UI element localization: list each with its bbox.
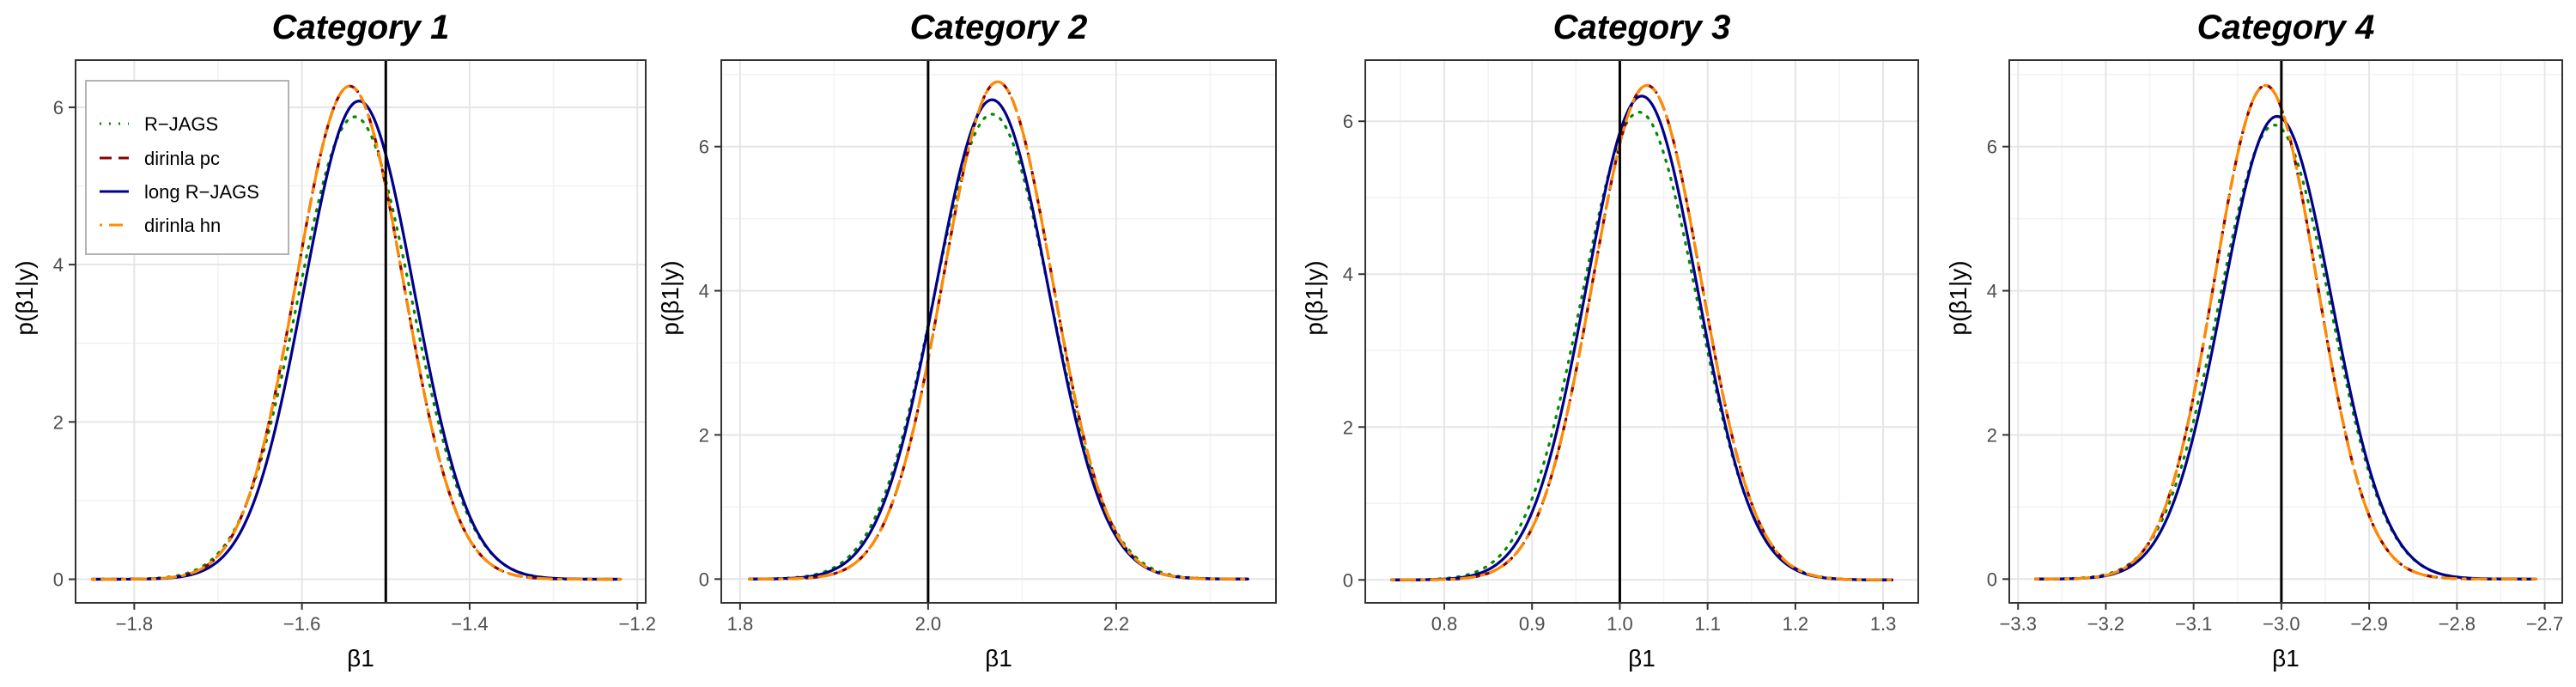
x-tick-label: 1.3 (1870, 613, 1897, 635)
density-curve-dirinla-hn (1390, 83, 1893, 581)
x-tick-label: −1.2 (619, 613, 656, 635)
x-axis-title-2: β1 (985, 645, 1012, 672)
legend: R−JAGS dirinla pc long R−JAGS dirinla hn (85, 80, 289, 255)
x-tick-label: 2.0 (915, 613, 942, 635)
x-axis-title-3: β1 (1628, 645, 1656, 672)
y-tick-label: 4 (53, 254, 64, 276)
y-tick-label: 4 (1343, 264, 1353, 285)
x-tick-label: −3.0 (2263, 613, 2300, 635)
y-axis-title-2: p(β1|y) (657, 260, 683, 335)
y-tick-label: 0 (53, 569, 64, 591)
y-tick-label: 4 (699, 281, 709, 302)
y-axis-title-4: p(β1|y) (1945, 260, 1971, 335)
x-axis-title-1: β1 (347, 645, 374, 672)
x-tick-label: −1.6 (283, 613, 320, 635)
x-tick-label: 1.2 (1783, 613, 1809, 635)
y-tick-label: 2 (1987, 424, 1997, 446)
y-tick-label: 2 (1343, 416, 1353, 438)
x-tick-label: 1.0 (1607, 613, 1633, 635)
panel-title-4: Category 4 (2197, 9, 2375, 46)
panel-border (75, 59, 647, 604)
legend-label-4: dirinla hn (144, 215, 221, 236)
x-tick-label: 1.8 (727, 613, 754, 635)
panel-4: Category 4 −3.3 −3.2 −3.1 −3.0 −2.9 −2.8 −2.7 0… (1945, 9, 2563, 672)
x-tick-label: −2.9 (2350, 613, 2387, 635)
x-tick-label: 1.1 (1694, 613, 1721, 635)
x-tick-label: −3.3 (2000, 613, 2037, 635)
y-tick-label: 0 (1343, 569, 1353, 591)
panel-2: Category 2 1.8 2.0 2.2 0 2 4 6 β1 p(β1|y) (657, 9, 1277, 672)
density-curve-r-jags (748, 112, 1249, 581)
y-tick-label: 0 (1987, 568, 1997, 590)
y-tick-label: 6 (53, 97, 64, 119)
x-tick-label: −3.2 (2087, 613, 2124, 635)
density-curve-dirinla-hn (2034, 83, 2537, 581)
x-tick-label: 2.2 (1103, 613, 1130, 635)
legend-label-3: long R−JAGS (144, 181, 259, 203)
density-curve-dirinla-hn (748, 80, 1249, 581)
x-tick-label: 0.8 (1431, 613, 1458, 635)
legend-label-2: dirinla pc (144, 148, 220, 169)
y-axis-title-1: p(β1|y) (11, 260, 38, 335)
panel-border (720, 59, 1277, 604)
x-tick-label: −3.1 (2175, 613, 2212, 635)
legend-label-1: R−JAGS (144, 113, 218, 135)
density-curve-r-jags (1390, 110, 1893, 581)
plot-area-2: 1.8 2.0 2.2 0 2 4 6 (699, 59, 1277, 635)
panel-title-1: Category 1 (272, 9, 450, 46)
y-tick-label: 6 (1987, 137, 1997, 158)
x-axis-title-4: β1 (2272, 645, 2300, 672)
y-tick-label: 2 (53, 411, 64, 433)
panel-border (2008, 59, 2563, 604)
plot-area-3: 0.8 0.9 1.0 1.1 1.2 1.3 0 2 4 6 (1343, 59, 1919, 635)
legend-item-2: dirinla pc (100, 148, 220, 169)
legend-item-1: R−JAGS (100, 113, 218, 135)
y-tick-label: 6 (699, 137, 709, 158)
y-tick-label: 4 (1987, 281, 1997, 302)
panel-3: Category 3 0.8 0.9 1.0 1.1 1.2 1.3 0 2 4 6 β1 p(β… (1301, 9, 1919, 672)
panel-border (1364, 59, 1919, 604)
y-axis-title-3: p(β1|y) (1301, 260, 1327, 335)
x-tick-label: −2.8 (2439, 613, 2476, 635)
panel-title-3: Category 3 (1553, 9, 1731, 46)
panel-title-2: Category 2 (910, 9, 1088, 46)
y-tick-label: 2 (699, 424, 709, 446)
legend-item-3: long R−JAGS (100, 181, 259, 203)
x-tick-label: 0.9 (1519, 613, 1546, 635)
y-tick-label: 6 (1343, 111, 1353, 132)
x-tick-label: −1.8 (116, 613, 153, 635)
x-tick-label: −1.4 (451, 613, 488, 635)
density-curve-dirinla-hn (90, 84, 623, 581)
x-tick-label: −2.7 (2526, 613, 2563, 635)
legend-item-4: dirinla hn (100, 215, 221, 236)
density-curve-long-r-jags (90, 100, 623, 581)
y-tick-label: 0 (699, 568, 709, 590)
plot-area-4: −3.3 −3.2 −3.1 −3.0 −2.9 −2.8 −2.7 0 2 4 6 (1987, 59, 2563, 635)
